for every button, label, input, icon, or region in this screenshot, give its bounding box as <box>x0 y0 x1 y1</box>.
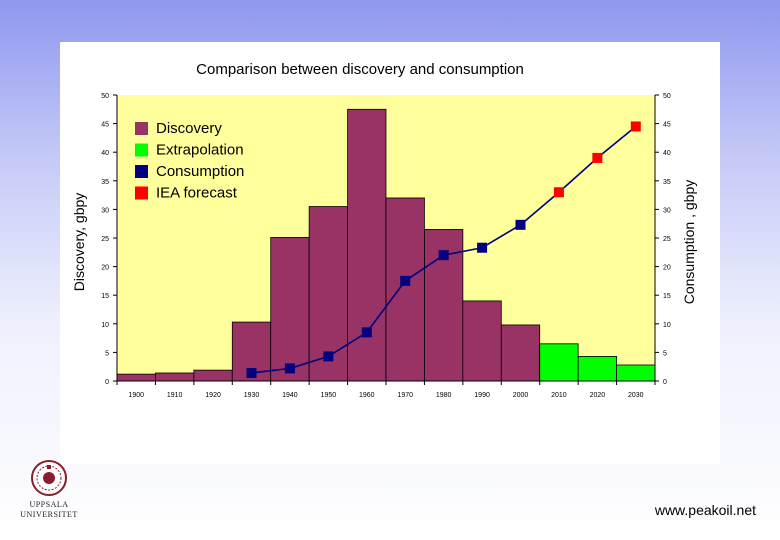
legend-label-iea-forecast: IEA forecast <box>156 185 238 202</box>
bar-extrapolation-2030 <box>616 364 656 382</box>
legend-label-extrapolation: Extrapolation <box>156 142 244 159</box>
y-tick-label-left: 20 <box>101 265 109 272</box>
y-tick-label-right: 30 <box>663 207 671 214</box>
x-tick-label-1900: 1900 <box>128 392 144 399</box>
bar-extrapolation-2020 <box>577 356 617 382</box>
legend-label-discovery: Discovery <box>156 120 222 137</box>
bar-discovery-1900 <box>116 373 156 382</box>
marker-consumption-1960 <box>361 327 372 338</box>
y-tick-label-right: 0 <box>663 379 667 386</box>
y-axis-label-right: Consumption , gbpy <box>681 180 697 305</box>
y-tick-label-left: 10 <box>101 322 109 329</box>
marker-iea-forecast-2010 <box>553 187 564 198</box>
y-tick-label-right: 25 <box>663 236 671 243</box>
y-tick-label-right: 45 <box>663 122 671 129</box>
y-tick-label-left: 5 <box>105 350 109 357</box>
line-consumption <box>251 224 521 374</box>
x-tick-label-2010: 2010 <box>551 392 567 399</box>
marker-iea-forecast-2030 <box>630 121 641 132</box>
y-tick-label-right: 20 <box>663 265 671 272</box>
x-tick-label-1960: 1960 <box>359 392 375 399</box>
bar-discovery-1970 <box>385 197 425 382</box>
y-tick-label-left: 15 <box>101 293 109 300</box>
x-tick-label-2030: 2030 <box>628 392 644 399</box>
x-tick-label-1970: 1970 <box>397 392 413 399</box>
marker-iea-forecast-2020 <box>592 152 603 163</box>
marker-consumption-1970 <box>400 275 411 286</box>
y-tick-label-left: 50 <box>101 93 109 100</box>
y-tick-label-right: 35 <box>663 179 671 186</box>
legend: Discovery Extrapolation Consumption IEA for… <box>135 120 244 202</box>
university-seal-icon <box>31 460 67 496</box>
logo-text-line1: UPPSALA <box>29 500 69 509</box>
x-tick-label-1940: 1940 <box>282 392 298 399</box>
legend-swatch-iea-forecast <box>135 186 148 200</box>
footer-url: www.peakoil.net <box>654 502 756 518</box>
bar-discovery-1920 <box>193 369 233 382</box>
bar-discovery-1910 <box>155 372 195 382</box>
bar-discovery-1990 <box>462 300 502 382</box>
logo-text-line2: UNIVERSITET <box>20 510 78 519</box>
y-tick-label-right: 15 <box>663 293 671 300</box>
legend-swatch-consumption <box>135 165 148 178</box>
y-tick-label-right: 5 <box>663 350 667 357</box>
marker-consumption-1930 <box>246 367 257 378</box>
y-tick-label-left: 45 <box>101 122 109 129</box>
x-tick-label-1990: 1990 <box>474 392 490 399</box>
legend-swatch-extrapolation <box>135 143 148 157</box>
y-tick-label-left: 25 <box>101 236 109 243</box>
marker-consumption-1950 <box>323 351 334 362</box>
lines-layer <box>246 121 641 378</box>
bar-discovery-1940 <box>270 237 310 382</box>
y-tick-label-right: 50 <box>663 93 671 100</box>
y-axis-label-left: Discovery, gbpy <box>71 193 87 292</box>
university-logo: UPPSALA UNIVERSITET <box>14 458 84 528</box>
legend-swatch-discovery <box>135 122 148 135</box>
y-tick-label-right: 40 <box>663 150 671 157</box>
y-tick-label-left: 0 <box>105 379 109 386</box>
x-tick-label-2020: 2020 <box>590 392 606 399</box>
marker-consumption-1990 <box>477 242 488 253</box>
x-tick-label-1920: 1920 <box>205 392 221 399</box>
x-tick-label-1910: 1910 <box>167 392 183 399</box>
y-tick-label-left: 35 <box>101 179 109 186</box>
legend-label-consumption: Consumption <box>156 163 244 180</box>
x-tick-label-1980: 1980 <box>436 392 452 399</box>
chart-panel: 0 0 5 5 10 10 15 15 20 20 25 25 30 30 35 35 40 40 45 45 50 50… <box>60 42 720 464</box>
y-tick-label-left: 30 <box>101 207 109 214</box>
x-tick-label-2000: 2000 <box>513 392 529 399</box>
chart-title: Comparison between discovery and consump… <box>196 61 524 78</box>
y-tick-label-right: 10 <box>663 322 671 329</box>
marker-consumption-1940 <box>284 363 295 374</box>
marker-consumption-1980 <box>438 250 449 261</box>
marker-consumption-2000 <box>515 219 526 230</box>
x-tick-label-1930: 1930 <box>244 392 260 399</box>
bar-discovery-2000 <box>500 324 541 382</box>
line-iea-forecast <box>519 125 637 226</box>
y-tick-label-left: 40 <box>101 150 109 157</box>
x-tick-label-1950: 1950 <box>321 392 337 399</box>
bar-extrapolation-2010 <box>539 343 579 382</box>
